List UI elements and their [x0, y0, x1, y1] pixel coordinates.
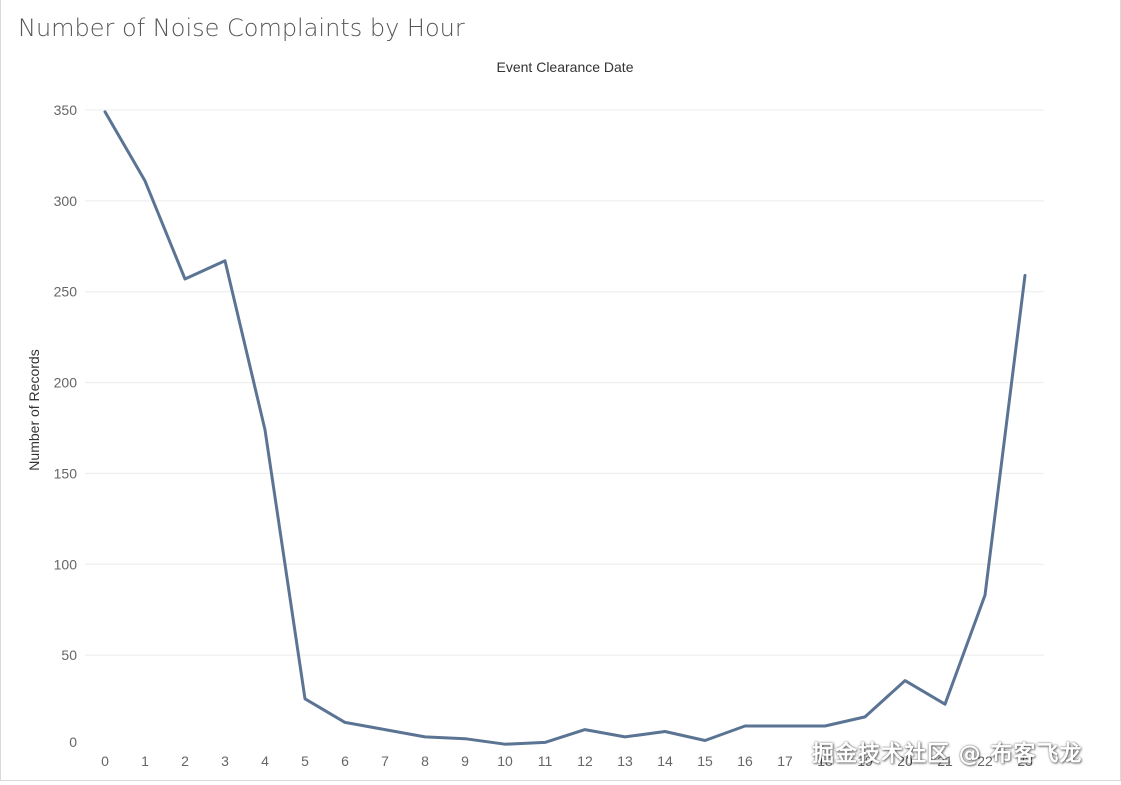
y-axis-ticks: 0 50 100 150 200 250 300 350 [54, 102, 78, 750]
x-tick-label: 3 [221, 753, 229, 769]
x-tick-label: 20 [897, 753, 913, 769]
x-tick-label: 23 [1017, 753, 1033, 769]
x-tick-label: 15 [697, 753, 713, 769]
y-tick-label: 150 [54, 465, 78, 481]
x-tick-label: 10 [497, 753, 513, 769]
x-tick-label: 19 [857, 753, 873, 769]
y-tick-label: 250 [54, 284, 78, 300]
grid-lines [85, 109, 1044, 656]
x-tick-label: 16 [737, 753, 753, 769]
x-tick-label: 21 [937, 753, 953, 769]
x-tick-label: 22 [977, 753, 993, 769]
x-tick-label: 9 [461, 753, 469, 769]
x-tick-label: 7 [381, 753, 389, 769]
y-axis-title: Number of Records [26, 349, 42, 470]
x-tick-label: 11 [538, 753, 553, 769]
watermark: 掘金技术社区 @ 布客飞龙 [812, 742, 1083, 767]
x-tick-label: 8 [421, 753, 429, 769]
x-tick-label: 1 [141, 753, 149, 769]
y-tick-label: 300 [54, 193, 78, 209]
page-title: Number of Noise Complaints by Hour [18, 14, 465, 42]
series-layer [103, 110, 1027, 746]
x-tick-label: 14 [657, 753, 673, 769]
x-tick-label: 0 [101, 753, 109, 769]
x-tick-label: 12 [577, 753, 593, 769]
x-tick-label: 6 [341, 753, 349, 769]
y-tick-label: 200 [54, 375, 78, 391]
y-tick-label: 100 [54, 556, 78, 572]
y-tick-label: 50 [61, 647, 77, 663]
y-tick-label: 0 [69, 734, 77, 750]
chart-header: Event Clearance Date [497, 59, 634, 75]
y-tick-label: 350 [54, 102, 78, 118]
x-tick-label: 18 [817, 753, 833, 769]
x-tick-label: 2 [181, 753, 189, 769]
x-tick-label: 13 [617, 753, 633, 769]
series-line [103, 110, 1027, 746]
x-tick-label: 4 [261, 753, 269, 769]
x-tick-label: 5 [301, 753, 309, 769]
x-axis-ticks: 0 1 2 3 4 5 6 7 8 9 10 11 12 13 14 15 16 17 18 19 20 21 22 23 [101, 753, 1033, 769]
x-tick-label: 17 [777, 753, 793, 769]
